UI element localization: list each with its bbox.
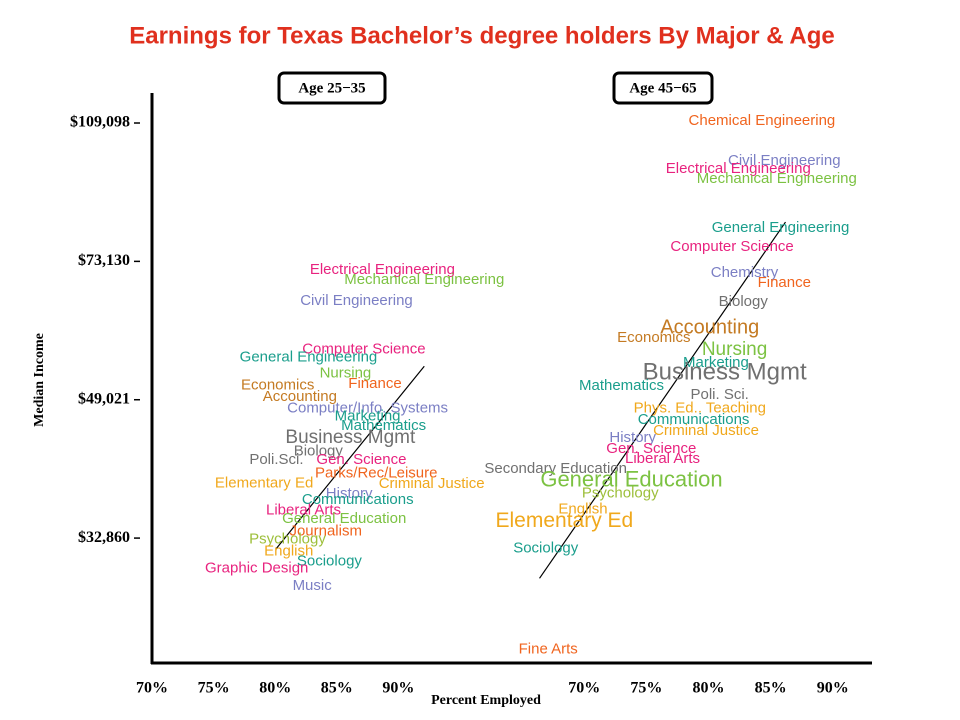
major-label: Civil Engineering <box>728 152 841 169</box>
major-label: Mathematics <box>579 377 664 394</box>
major-label: Accounting <box>263 388 337 405</box>
major-label: History <box>609 429 656 446</box>
x-tick-label: 70% <box>136 680 168 697</box>
major-label: Biology <box>719 293 769 310</box>
major-label: Criminal Justice <box>379 475 485 492</box>
major-label: Secondary Education <box>484 460 627 477</box>
major-label: Communications <box>302 491 414 508</box>
major-label: Nursing <box>320 364 372 381</box>
major-label: Marketing <box>335 407 401 424</box>
major-label: Gen. Science <box>316 451 406 468</box>
major-label: General Education <box>540 466 722 491</box>
major-label: Electrical Engineering <box>666 160 811 177</box>
major-label: Phys. Ed.. Teaching <box>634 399 766 416</box>
y-tick-label: $73,130 <box>78 252 130 269</box>
major-label: Psychology <box>249 531 326 548</box>
y-axis-label: Median Income <box>32 333 47 427</box>
major-label: Liberal Arts <box>625 450 700 467</box>
major-label: Civil Engineering <box>300 292 413 309</box>
y-tick-label: $49,021 <box>78 390 130 407</box>
major-label: Computer/Info. Systems <box>287 399 448 416</box>
trend-line <box>539 221 787 579</box>
major-label: Communications <box>638 411 750 428</box>
panel-title: Age 45−65 <box>629 80 696 96</box>
x-tick-label: 70% <box>568 680 600 697</box>
chart-title: Earnings for Texas Bachelor’s degree hol… <box>129 22 835 49</box>
major-label: General Education <box>282 510 406 527</box>
y-tick-label: $32,860 <box>78 529 130 546</box>
major-label: Mechanical Engineering <box>697 170 857 187</box>
x-tick-label: 85% <box>755 680 787 697</box>
x-tick-label: 75% <box>630 680 662 697</box>
major-label: Finance <box>348 375 401 392</box>
major-label: Fine Arts <box>519 641 578 658</box>
major-label: Accounting <box>660 316 759 338</box>
major-label: Computer Science <box>670 238 793 255</box>
major-label: Parks/Rec/Leisure <box>315 465 438 482</box>
major-label: Business Mgmt <box>285 427 416 448</box>
major-label: Poli.Sci. <box>249 451 303 468</box>
major-label: Elementary Ed <box>215 474 313 491</box>
x-tick-label: 90% <box>382 680 414 697</box>
major-label: Gen. Science <box>606 440 696 457</box>
major-label: Mathematics <box>341 417 426 434</box>
x-tick-label: 90% <box>817 680 849 697</box>
major-label: Nursing <box>702 339 767 360</box>
major-label: Electrical Engineering <box>310 261 455 278</box>
major-label: Criminal Justice <box>653 422 759 439</box>
major-label: Economics <box>241 376 314 393</box>
panel-box <box>612 71 714 105</box>
major-label: Sociology <box>297 553 363 570</box>
y-tick-label: $109,098 <box>70 114 130 131</box>
major-label: Business Mgmt <box>643 359 807 386</box>
major-label: Poli. Sci. <box>690 386 748 403</box>
major-label: Chemical Engineering <box>689 112 836 129</box>
trend-line <box>275 365 425 549</box>
major-label: Computer Science <box>302 340 425 357</box>
major-label: Finance <box>758 274 811 291</box>
major-label: Biology <box>294 443 344 460</box>
major-label: General Engineering <box>240 348 378 365</box>
major-label: Mechanical Engineering <box>344 271 504 288</box>
x-axis-label: Percent Employed <box>431 693 541 708</box>
major-label: Journalism <box>289 522 362 539</box>
x-tick-label: 80% <box>692 680 724 697</box>
major-label: Psychology <box>582 484 659 501</box>
x-tick-label: 85% <box>321 680 353 697</box>
major-label: English <box>264 543 313 560</box>
major-label: Marketing <box>683 354 749 371</box>
major-label: General Engineering <box>712 219 850 236</box>
x-tick-label: 75% <box>198 680 230 697</box>
major-label: Liberal Arts <box>266 501 341 518</box>
major-label: Economics <box>617 329 690 346</box>
panel-title: Age 25−35 <box>298 80 365 96</box>
major-label: Elementary Ed <box>495 509 633 532</box>
major-label: History <box>326 485 373 502</box>
major-label: Music <box>293 577 333 594</box>
major-label: Chemistry <box>711 264 779 281</box>
major-label: Graphic Design <box>205 559 308 576</box>
major-label: Sociology <box>513 539 579 556</box>
major-label: English <box>558 500 607 517</box>
x-tick-label: 80% <box>259 680 291 697</box>
panel-box <box>277 71 387 105</box>
